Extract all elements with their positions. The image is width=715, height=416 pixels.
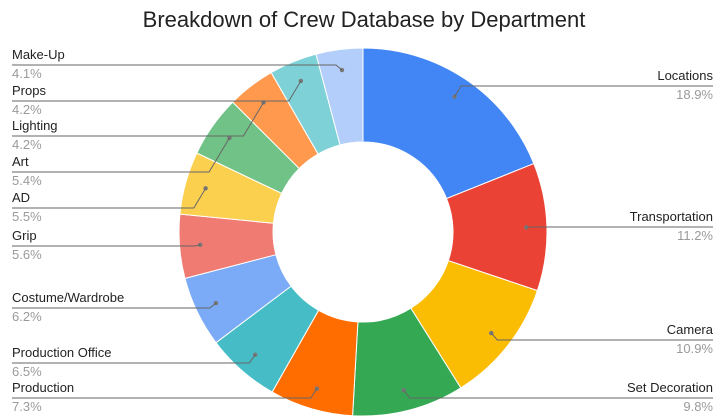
slice-label-name: Camera <box>667 322 714 337</box>
slice-label-value: 7.3% <box>12 399 42 414</box>
leader-line <box>12 188 207 209</box>
slice-label-name: Production <box>12 380 74 395</box>
slice-label-value: 5.5% <box>12 209 42 224</box>
slice-label-value: 6.2% <box>12 309 42 324</box>
leader-line <box>403 389 713 399</box>
slice-label-value: 18.9% <box>676 87 713 102</box>
leader-line <box>490 332 713 341</box>
slice-label-value: 10.9% <box>676 341 713 356</box>
slice-label-name: Lighting <box>12 118 58 133</box>
leader-lines <box>12 64 713 399</box>
donut-slices <box>178 47 548 416</box>
slice-label-value: 9.8% <box>683 399 713 414</box>
chart-title: Breakdown of Crew Database by Department <box>143 7 586 32</box>
slice-labels: Locations 18.9% Transportation 11.2% Camera 1… <box>12 47 714 414</box>
leader-line <box>12 80 302 102</box>
slice-label-name: Set Decoration <box>627 380 713 395</box>
slice-label-name: Production Office <box>12 345 111 360</box>
slice-label-value: 6.5% <box>12 364 42 379</box>
slice-label-value: 11.2% <box>677 228 713 243</box>
slice-label-value: 5.4% <box>12 173 42 188</box>
leader-line <box>12 102 264 137</box>
slice-label-name: AD <box>12 190 30 205</box>
slice-label-value: 4.1% <box>12 66 42 81</box>
slice-label-name: Make-Up <box>12 47 65 62</box>
slice-make-up <box>315 47 364 146</box>
leader-line <box>12 354 256 364</box>
slice-label-name: Locations <box>657 68 713 83</box>
slice-label-name: Props <box>12 83 46 98</box>
leader-line <box>12 302 217 309</box>
slice-label-name: Costume/Wardrobe <box>12 290 124 305</box>
slice-label-name: Transportation <box>630 209 713 224</box>
leader-line <box>12 388 318 399</box>
leader-line <box>12 137 230 173</box>
slice-label-value: 4.2% <box>12 102 42 117</box>
leader-line <box>454 85 713 97</box>
slice-label-name: Grip <box>12 228 37 243</box>
slice-label-name: Art <box>12 154 29 169</box>
slice-label-value: 5.6% <box>12 247 42 262</box>
slice-label-value: 4.2% <box>12 137 42 152</box>
slice-locations <box>362 47 535 200</box>
leader-line <box>12 244 201 247</box>
leader-line <box>12 64 343 71</box>
